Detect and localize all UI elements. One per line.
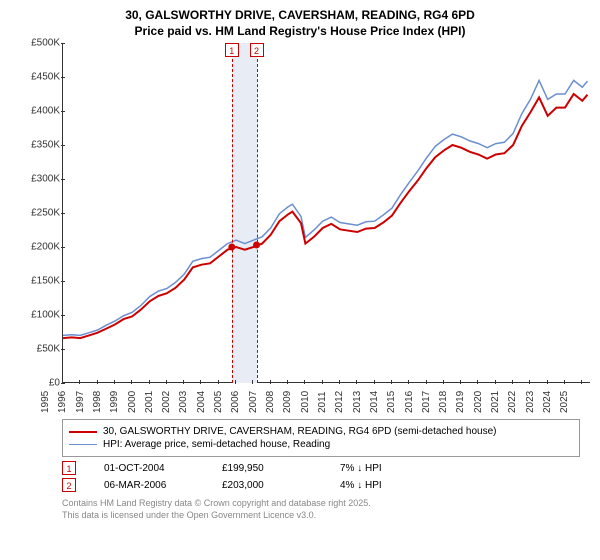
- ylabel-4: £200K: [20, 242, 60, 253]
- xlabel-2: 1997: [74, 391, 85, 413]
- xlabel-24: 2019: [455, 391, 466, 413]
- marker-box-2: 2: [250, 43, 264, 57]
- footer-price-0: £199,950: [222, 463, 312, 474]
- xlabel-21: 2016: [403, 391, 414, 413]
- series-line: [63, 94, 588, 338]
- xlabel-27: 2022: [507, 391, 518, 413]
- xlabel-12: 2007: [248, 391, 259, 413]
- legend-row-1: HPI: Average price, semi-detached house,…: [69, 439, 573, 450]
- footer-marker-0: 1: [62, 461, 76, 475]
- series-line: [63, 81, 588, 336]
- xlabel-29: 2024: [542, 391, 553, 413]
- xlabel-11: 2006: [230, 391, 241, 413]
- ylabel-0: £0: [20, 378, 60, 389]
- xlabel-16: 2011: [317, 392, 328, 414]
- xlabel-19: 2014: [369, 391, 380, 413]
- xlabel-30: 2025: [559, 391, 570, 413]
- chart-container: 30, GALSWORTHY DRIVE, CAVERSHAM, READING…: [0, 0, 600, 560]
- legend-swatch-0: [69, 431, 97, 433]
- xlabel-0: 1995: [40, 391, 51, 413]
- xlabel-3: 1998: [92, 391, 103, 413]
- xlabel-10: 2005: [213, 391, 224, 413]
- legend-box: 30, GALSWORTHY DRIVE, CAVERSHAM, READING…: [62, 419, 580, 457]
- series-svg: [63, 43, 591, 383]
- plot-region: 12: [62, 43, 590, 383]
- xlabel-26: 2021: [490, 391, 501, 413]
- legend-label-0: 30, GALSWORTHY DRIVE, CAVERSHAM, READING…: [103, 426, 496, 437]
- xlabel-25: 2020: [473, 391, 484, 413]
- legend-label-1: HPI: Average price, semi-detached house,…: [103, 439, 330, 450]
- attribution: Contains HM Land Registry data © Crown c…: [62, 498, 580, 521]
- title-line2: Price paid vs. HM Land Registry's House …: [10, 24, 590, 40]
- xlabel-28: 2023: [525, 391, 536, 413]
- ylabel-3: £150K: [20, 276, 60, 287]
- footer-row-1: 2 06-MAR-2006 £203,000 4% ↓ HPI: [62, 478, 580, 492]
- xlabel-5: 2000: [126, 391, 137, 413]
- xlabel-17: 2012: [334, 391, 345, 413]
- xlabel-20: 2015: [386, 391, 397, 413]
- footer-marker-1: 2: [62, 478, 76, 492]
- title-line1: 30, GALSWORTHY DRIVE, CAVERSHAM, READING…: [10, 8, 590, 24]
- footer-price-1: £203,000: [222, 480, 312, 491]
- marker-line-2: [257, 59, 258, 383]
- footer-delta-0: 7% ↓ HPI: [340, 463, 430, 474]
- xlabel-8: 2003: [178, 391, 189, 413]
- ylabel-10: £500K: [20, 38, 60, 49]
- marker-box-1: 1: [225, 43, 239, 57]
- legend-swatch-1: [69, 444, 97, 446]
- footer-date-0: 01-OCT-2004: [104, 463, 194, 474]
- attribution-line2: This data is licensed under the Open Gov…: [62, 510, 580, 522]
- ylabel-2: £100K: [20, 310, 60, 321]
- ylabel-5: £250K: [20, 208, 60, 219]
- ylabel-9: £450K: [20, 72, 60, 83]
- footer-table: 1 01-OCT-2004 £199,950 7% ↓ HPI 2 06-MAR…: [62, 461, 580, 492]
- xlabel-6: 2001: [144, 391, 155, 413]
- ylabel-7: £350K: [20, 140, 60, 151]
- xlabel-15: 2010: [300, 391, 311, 413]
- attribution-line1: Contains HM Land Registry data © Crown c…: [62, 498, 580, 510]
- xlabel-4: 1999: [109, 391, 120, 413]
- ylabel-8: £400K: [20, 106, 60, 117]
- ylabel-6: £300K: [20, 174, 60, 185]
- xlabel-22: 2017: [421, 391, 432, 413]
- xlabel-7: 2002: [161, 391, 172, 413]
- xlabel-1: 1996: [57, 391, 68, 413]
- footer-date-1: 06-MAR-2006: [104, 480, 194, 491]
- xlabel-14: 2009: [282, 391, 293, 413]
- xlabel-13: 2008: [265, 391, 276, 413]
- xlabel-9: 2004: [196, 391, 207, 413]
- xlabel-23: 2018: [438, 391, 449, 413]
- footer-row-0: 1 01-OCT-2004 £199,950 7% ↓ HPI: [62, 461, 580, 475]
- chart-area: 12 £0 £50K £100K £150K £200K £250K £300K £350K £…: [20, 43, 590, 413]
- footer-delta-1: 4% ↓ HPI: [340, 480, 430, 491]
- legend-row-0: 30, GALSWORTHY DRIVE, CAVERSHAM, READING…: [69, 426, 573, 437]
- marker-line-1: [232, 59, 233, 383]
- title-block: 30, GALSWORTHY DRIVE, CAVERSHAM, READING…: [10, 8, 590, 39]
- ylabel-1: £50K: [20, 344, 60, 355]
- xlabel-18: 2013: [351, 391, 362, 413]
